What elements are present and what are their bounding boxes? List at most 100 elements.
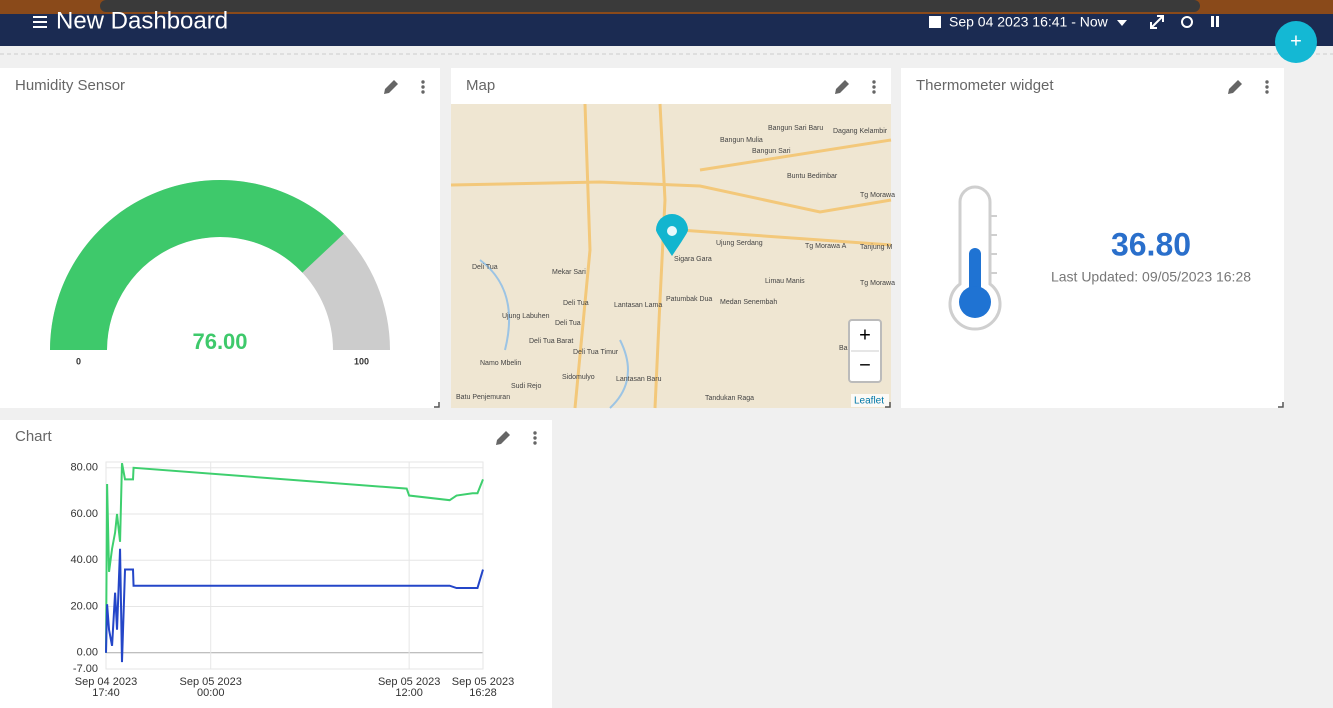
y-tick-label: -7.00 (73, 663, 98, 675)
gauge-min: 0 (76, 356, 81, 366)
menu-dot[interactable] (1265, 85, 1269, 89)
x-tick-label: 12:00 (395, 687, 423, 699)
menu-dot[interactable] (1265, 90, 1269, 94)
series-line (105, 462, 484, 653)
y-tick-label: 60.00 (70, 508, 98, 520)
gauge-max: 100 (354, 356, 369, 366)
map-label: Batu Penjemuran (456, 394, 510, 401)
panel-title: Humidity Sensor (15, 77, 125, 94)
map-label: Patumbak Dua (666, 296, 712, 303)
pause-icon[interactable] (1211, 16, 1219, 27)
thermometer-panel (901, 68, 1284, 408)
map-label: Deli Tua (555, 320, 581, 327)
thermometer-scale (990, 215, 997, 274)
y-tick-label: 40.00 (70, 554, 98, 566)
map-label: Sudi Rejo (511, 383, 541, 390)
attribution-box (851, 394, 889, 407)
menu-dot[interactable] (421, 80, 425, 84)
x-tick-label: 00:00 (197, 687, 225, 699)
map-label: Lantasan Baru (616, 376, 662, 383)
map-labels: Bangun Sari Baru Dagang Kelambir Bangun … (456, 125, 895, 402)
map-label: Tanjung M (860, 244, 892, 251)
map-label: Deli Tua (472, 264, 498, 271)
gauge-value: 76.00 (192, 329, 247, 354)
resize-handle (1278, 402, 1284, 408)
map-label: Dagang Kelambir (833, 128, 888, 135)
map-label: Medan Senembah (720, 299, 777, 306)
fullscreen-icon[interactable] (1150, 15, 1164, 29)
thermometer-value: 36.80 (1111, 226, 1191, 262)
edit-icon[interactable] (384, 80, 398, 94)
map-label: Bar (839, 345, 851, 352)
humidity-panel (0, 68, 440, 408)
map-label: Tg Morawa A (805, 243, 847, 250)
map-label: Tg Morawa (860, 280, 895, 287)
panel-title: Chart (15, 428, 53, 445)
map-label: Ujung Serdang (716, 240, 763, 247)
y-tick-label: 0.00 (77, 647, 98, 659)
thermometer-fill (969, 248, 981, 298)
map-roads (450, 103, 892, 409)
map-label: Deli Tua (563, 300, 589, 307)
thermometer-bulb (959, 286, 991, 318)
menu-dot[interactable] (872, 85, 876, 89)
x-tick-label: Sep 05 2023 (452, 676, 514, 688)
map-label: Tandukan Raga (705, 395, 754, 402)
panel-title: Thermometer widget (916, 77, 1054, 94)
x-tick-label: 17:40 (92, 687, 120, 699)
menu-dot[interactable] (1265, 80, 1269, 84)
x-tick-label: Sep 05 2023 (180, 676, 242, 688)
map-label: Lantasan Lama (614, 302, 662, 309)
dropdown-caret[interactable] (1117, 20, 1127, 26)
map-label: Deli Tua Barat (529, 338, 573, 345)
add-button-label[interactable]: + (1290, 30, 1302, 52)
zoom-in[interactable]: + (859, 324, 871, 346)
last-updated: Last Updated: 09/05/2023 16:28 (1051, 269, 1251, 285)
map-rivers (479, 259, 629, 409)
zoom-out[interactable]: − (859, 354, 871, 376)
map-label: Buntu Bedimbar (787, 173, 838, 180)
address-bar (100, 0, 1200, 12)
menu-dot[interactable] (533, 431, 537, 435)
map-label: Limau Manis (765, 278, 805, 285)
resize-handle (885, 402, 891, 408)
map-label: Bangun Sari (752, 148, 791, 155)
gauge-value-arc (50, 180, 344, 350)
time-range[interactable]: Sep 04 2023 16:41 - Now (949, 14, 1109, 30)
map-label: Mekar Sari (552, 269, 586, 276)
menu-dot[interactable] (533, 436, 537, 440)
x-tick-label: Sep 04 2023 (75, 676, 137, 688)
attribution[interactable]: Leaflet (854, 396, 884, 407)
map-label: Sidomulyo (562, 374, 595, 381)
edit-icon[interactable] (1228, 80, 1242, 94)
x-tick-label: Sep 05 2023 (378, 676, 440, 688)
resize-handle (434, 402, 440, 408)
map-label: Bangun Mulia (720, 137, 763, 144)
map-label: Namo Mbelin (480, 360, 521, 367)
series-line (105, 548, 484, 663)
x-tick-label: 16:28 (469, 687, 497, 699)
menu-dot[interactable] (421, 85, 425, 89)
refresh-icon[interactable] (1181, 16, 1193, 28)
map-label: Ujung Labuhen (502, 313, 550, 320)
panel-title: Map (466, 77, 495, 94)
calendar-icon[interactable] (929, 16, 941, 28)
add-button[interactable] (1275, 21, 1317, 63)
map-label: Sigara Gara (674, 256, 712, 263)
map-marker-dot (667, 226, 677, 236)
dashboard-title: New Dashboard (56, 7, 228, 34)
menu-dot[interactable] (421, 90, 425, 94)
y-tick-label: 80.00 (70, 462, 98, 474)
menu-dot[interactable] (533, 441, 537, 445)
edit-icon[interactable] (496, 431, 510, 445)
map-label: Tg Morawa (860, 192, 895, 199)
edit-icon[interactable] (835, 80, 849, 94)
y-tick-label: 20.00 (70, 600, 98, 612)
menu-dot[interactable] (872, 90, 876, 94)
menu-dot[interactable] (872, 80, 876, 84)
map-label: Deli Tua Timur (573, 349, 619, 356)
menu-icon[interactable] (33, 16, 47, 28)
map-tiles (451, 104, 891, 408)
map-label: Bangun Sari Baru (768, 125, 823, 132)
